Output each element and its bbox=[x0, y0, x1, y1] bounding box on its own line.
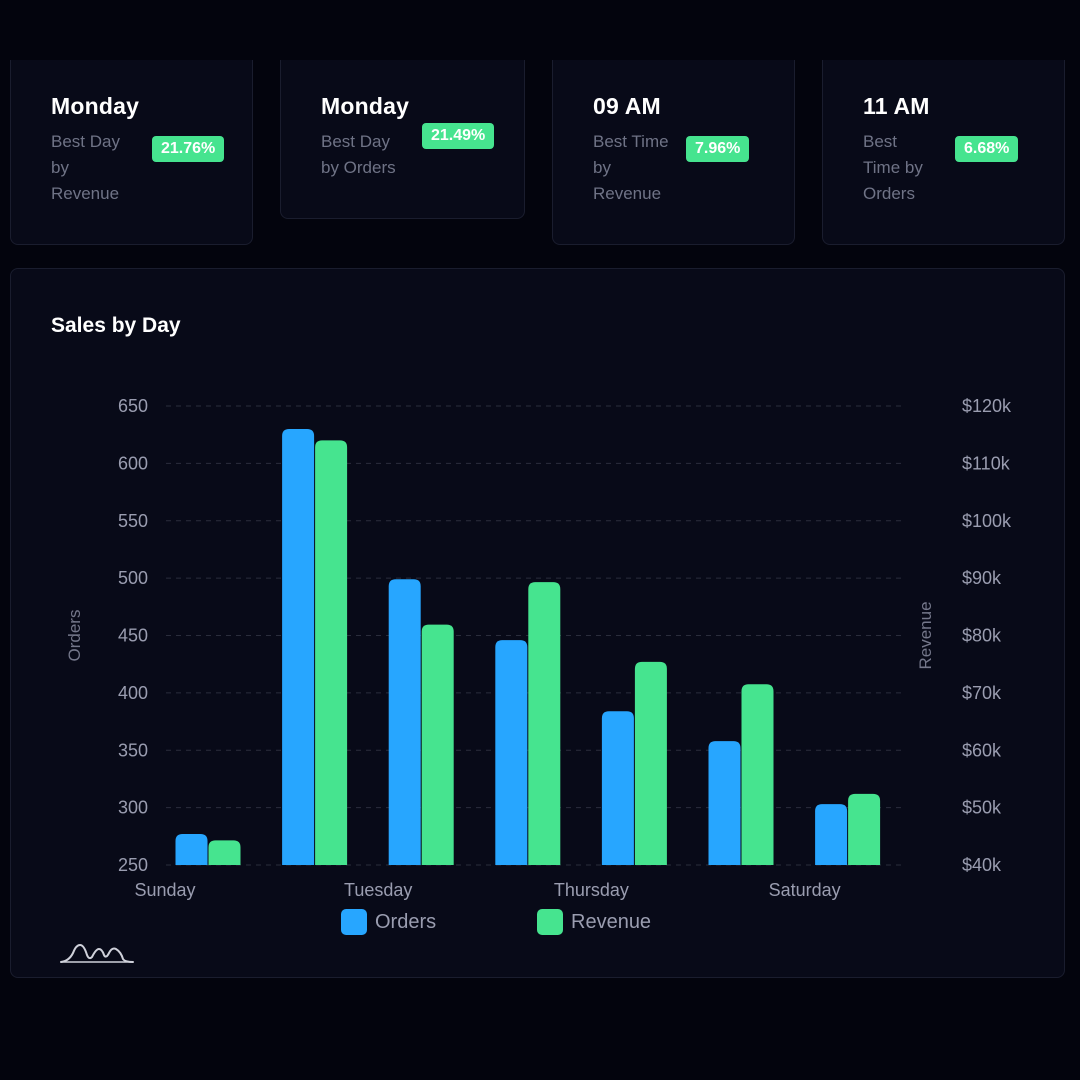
y2-tick-label: $110k bbox=[962, 453, 1011, 473]
stat-subtitle-line: by bbox=[593, 158, 611, 177]
legend-orders[interactable]: Orders bbox=[341, 909, 436, 935]
y-tick-label: 250 bbox=[118, 855, 148, 875]
stat-title: Monday bbox=[321, 93, 410, 119]
stat-subtitle-line: Best Day bbox=[321, 132, 390, 151]
stat-subtitle: Best Day by Revenue bbox=[51, 129, 120, 207]
stat-subtitle-line: Revenue bbox=[593, 184, 662, 203]
x-tick-label: Thursday bbox=[554, 880, 629, 900]
sales-by-day-chart: 250 $40k 300 $50k 350 $60k 400 $70k 450 $80k 500 $9… bbox=[65, 396, 1012, 900]
bar-revenue-monday[interactable] bbox=[315, 440, 348, 865]
bar-orders-monday[interactable] bbox=[282, 428, 315, 865]
y-tick-label: 550 bbox=[118, 511, 148, 531]
stat-subtitle-line: Orders bbox=[863, 184, 915, 203]
bar-revenue-thursday[interactable] bbox=[634, 661, 667, 865]
y-tick-label: 600 bbox=[118, 453, 148, 473]
bar-revenue-friday[interactable] bbox=[741, 684, 774, 865]
bars bbox=[175, 428, 881, 865]
stat-subtitle: Best Time by Orders bbox=[863, 129, 923, 207]
y2-tick-label: $100k bbox=[962, 511, 1012, 531]
stat-subtitle-line: Time by bbox=[863, 158, 923, 177]
percent-badge: 7.96% bbox=[686, 136, 750, 162]
bar-revenue-wednesday[interactable] bbox=[528, 582, 561, 865]
y2-tick-label: $90k bbox=[962, 568, 1002, 588]
brand-logo-icon bbox=[60, 943, 134, 963]
bar-orders-saturday[interactable] bbox=[815, 804, 848, 865]
bar-revenue-sunday[interactable] bbox=[208, 840, 241, 865]
percent-badge: 6.68% bbox=[955, 136, 1019, 162]
revenue-swatch bbox=[537, 909, 563, 935]
stat-title: 11 AM bbox=[863, 93, 930, 119]
bar-orders-wednesday[interactable] bbox=[495, 640, 528, 865]
legend-label-orders: Orders bbox=[375, 910, 437, 933]
legend-label-revenue: Revenue bbox=[571, 910, 652, 933]
y2-tick-label: $50k bbox=[962, 798, 1002, 818]
stat-card-best-day-revenue[interactable]: Monday Best Day by Revenue 21.76% bbox=[10, 60, 253, 245]
axis-labels: 250 $40k 300 $50k 350 $60k 400 $70k 450 $80k 500 $9… bbox=[65, 396, 1012, 900]
y-tick-label: 450 bbox=[118, 626, 148, 646]
stat-subtitle: Best Time by Revenue bbox=[593, 129, 669, 207]
stat-subtitle: Best Day by Orders bbox=[321, 129, 396, 181]
y-tick-label: 500 bbox=[118, 568, 148, 588]
chart-title: Sales by Day bbox=[51, 314, 181, 337]
y2-tick-label: $120k bbox=[962, 396, 1012, 416]
y2-tick-label: $80k bbox=[962, 626, 1002, 646]
stat-card-best-time-orders[interactable]: 11 AM Best Time by Orders 6.68% bbox=[822, 60, 1065, 245]
y-tick-label: 650 bbox=[118, 396, 148, 416]
stat-card-best-day-orders[interactable]: Monday Best Day by Orders 21.49% bbox=[280, 60, 525, 219]
x-tick-label: Saturday bbox=[769, 880, 841, 900]
bar-revenue-saturday[interactable] bbox=[848, 793, 881, 865]
bar-orders-tuesday[interactable] bbox=[388, 579, 421, 865]
x-tick-label: Sunday bbox=[134, 880, 195, 900]
y-tick-label: 400 bbox=[118, 683, 148, 703]
bar-revenue-tuesday[interactable] bbox=[421, 624, 454, 865]
y-tick-label: 350 bbox=[118, 740, 148, 760]
y2-axis-title: Revenue bbox=[916, 601, 935, 669]
stat-subtitle-line: by Orders bbox=[321, 158, 396, 177]
stat-title: 09 AM bbox=[593, 93, 661, 119]
legend-revenue[interactable]: Revenue bbox=[537, 909, 651, 935]
y2-tick-label: $70k bbox=[962, 683, 1002, 703]
orders-swatch bbox=[341, 909, 367, 935]
stat-subtitle-line: Best Day bbox=[51, 132, 120, 151]
x-tick-label: Tuesday bbox=[344, 880, 412, 900]
bar-orders-sunday[interactable] bbox=[175, 834, 208, 865]
y2-tick-label: $40k bbox=[962, 855, 1002, 875]
bar-orders-thursday[interactable] bbox=[601, 711, 634, 865]
y-tick-label: 300 bbox=[118, 798, 148, 818]
stat-title: Monday bbox=[51, 93, 140, 119]
stat-subtitle-line: by bbox=[51, 158, 69, 177]
stat-card-best-time-revenue[interactable]: 09 AM Best Time by Revenue 7.96% bbox=[552, 60, 795, 245]
percent-badge: 21.49% bbox=[422, 123, 495, 149]
bar-orders-friday[interactable] bbox=[708, 741, 741, 865]
stat-subtitle-line: Best Time bbox=[593, 132, 669, 151]
sales-by-day-card: Sales by Day 250 $40k 300 $50k 350 $60k 400 $70… bbox=[10, 268, 1065, 978]
stat-subtitle-line: Best bbox=[863, 132, 898, 151]
percent-badge: 21.76% bbox=[152, 136, 225, 162]
stat-subtitle-line: Revenue bbox=[51, 184, 120, 203]
y-axis-title: Orders bbox=[65, 610, 84, 662]
y2-tick-label: $60k bbox=[962, 740, 1002, 760]
